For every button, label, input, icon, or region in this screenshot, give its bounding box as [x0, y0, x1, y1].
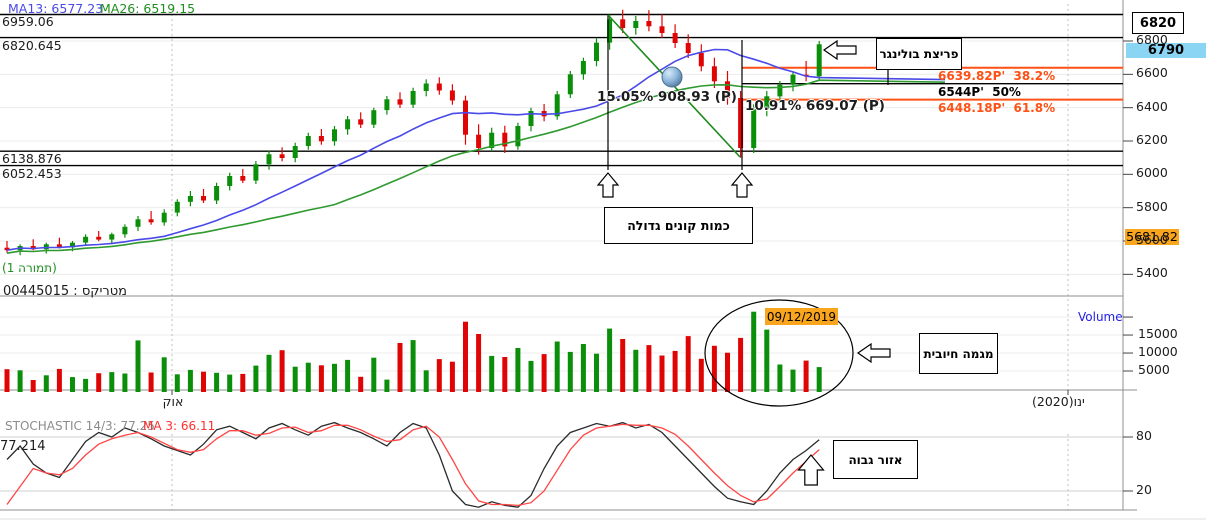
up-arrow-annotation — [596, 172, 620, 198]
volume-axis-tick-label: 15000 — [1138, 326, 1178, 342]
volume-axis-tick-label: 5000 — [1138, 362, 1170, 377]
price-level-label: 6959.06 — [2, 14, 54, 30]
last-price-badge: 6790 — [1126, 43, 1206, 58]
up-arrow-annotation — [730, 172, 754, 198]
ma26-value-label: MA26: 6519.15 — [100, 1, 196, 16]
price-axis-tick-label: 6000 — [1136, 165, 1168, 181]
stochastic-ma-label: MA 3: 66.11 — [143, 419, 216, 433]
price-level-label: 6138.876 — [2, 151, 62, 167]
fib-level-label: 6544P' 50% — [938, 84, 1021, 99]
order-price-marker[interactable]: 6820 — [1132, 12, 1184, 34]
price-level-label: 6820.645 — [2, 37, 62, 53]
selected-date-badge: 09/12/2019 — [765, 308, 838, 325]
price-level-label: 6052.453 — [2, 165, 62, 181]
stochastic-axis-tick-label: 80 — [1136, 428, 1152, 443]
stochastic-axis-tick-label: 20 — [1136, 482, 1152, 497]
retracement-down-label: 15.05% 908.93 (P) — [597, 89, 737, 105]
ma13-value-label: MA13: 6577.23 — [8, 1, 104, 16]
annotation-bollinger-breakout[interactable]: פריצת בולינגר — [876, 38, 962, 70]
left-arrow-annotation — [822, 39, 857, 61]
series-label: (תמורה 1) — [2, 261, 57, 275]
price-axis-tick-label: 5400 — [1136, 265, 1168, 281]
annotation-large-buyers[interactable]: כמות קונים גדולה — [604, 207, 753, 244]
fib-level-label: 6448.18P' 61.8% — [938, 100, 1056, 115]
left-arrow-annotation — [856, 342, 891, 364]
stochastic-header-label: STOCHASTIC 14/3: 77.25 — [5, 419, 155, 433]
price-axis-tick-label: 6800 — [1136, 32, 1168, 47]
annotation-positive-trend[interactable]: מגמה חיובית — [919, 333, 998, 374]
highlight-ellipse — [704, 299, 854, 407]
reference-price-badge: 5681.82 — [1125, 228, 1179, 245]
price-axis-tick-label: 6200 — [1136, 132, 1168, 147]
x-axis-label-oct: אוק — [162, 394, 184, 409]
price-axis-tick-label: 6600 — [1136, 65, 1168, 81]
fib-level-label: 6639.82P' 38.2% — [938, 68, 1056, 83]
volume-axis-title: Volume — [1078, 310, 1123, 324]
price-axis-tick-label: 5800 — [1136, 198, 1168, 214]
security-name-label: 00445015 : מטריקס — [3, 284, 127, 299]
stochastic-current-value: 77.214 — [0, 439, 46, 454]
price-axis-tick-label: 5600 — [1136, 232, 1168, 247]
price-axis-tick-label: 6400 — [1136, 98, 1168, 114]
retracement-up-label: 10.91% 669.07 (P) — [745, 98, 885, 114]
up-arrow-annotation — [797, 454, 825, 486]
fib-tool-handle — [661, 66, 683, 88]
x-axis-label-jan2020: ינו(2020) — [1032, 394, 1085, 409]
volume-axis-tick-label: 10000 — [1138, 344, 1178, 360]
annotation-high-zone[interactable]: אזור גבוה — [833, 440, 918, 479]
